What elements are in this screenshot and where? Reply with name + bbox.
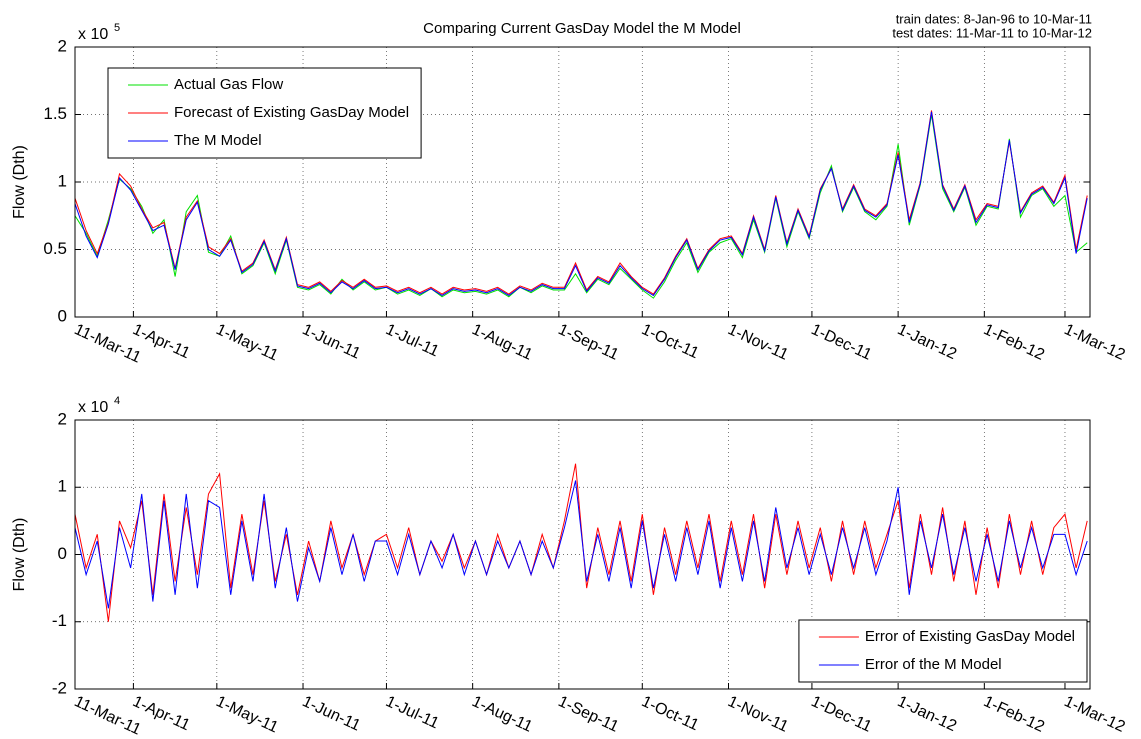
plot-frame <box>74 419 1091 690</box>
annotation: test dates: 11-Mar-11 to 10-Mar-12 <box>892 25 1092 40</box>
legend-label: Forecast of Existing GasDay Model <box>174 104 409 121</box>
y-multiplier-exponent: 4 <box>114 395 120 407</box>
y-tick-label: 1 <box>58 171 67 190</box>
y-multiplier: x 10 <box>78 26 108 43</box>
y-tick-label: 0 <box>58 544 67 563</box>
chart-title: Comparing Current GasDay Model the M Mod… <box>423 20 741 37</box>
series-line <box>74 111 1088 297</box>
y-tick-label: 1 <box>58 477 67 496</box>
legend-label: Actual Gas Flow <box>174 76 283 93</box>
series-line <box>74 480 1088 609</box>
legend-label: Error of Existing GasDay Model <box>865 628 1075 645</box>
y-tick-label: 2 <box>58 36 67 55</box>
legend: Error of Existing GasDay Model Error of t… <box>798 619 1088 683</box>
y-multiplier: x 10 <box>78 399 108 416</box>
series-line <box>74 463 1088 622</box>
y-tick-label: 0.5 <box>43 239 67 258</box>
annotation: train dates: 8-Jan-96 to 10-Mar-11 <box>896 11 1092 26</box>
y-axis-label: Flow (Dth) <box>11 145 28 219</box>
legend: Actual Gas Flow Forecast of Existing GasD… <box>107 67 422 159</box>
y-tick-label: 1.5 <box>43 104 67 123</box>
legend-box <box>798 619 1088 683</box>
y-axis-label: Flow (Dth) <box>11 518 28 592</box>
legend-label: Error of the M Model <box>865 656 1002 673</box>
y-tick-label: 0 <box>58 306 67 325</box>
legend-label: The M Model <box>174 132 262 149</box>
y-tick-label: -2 <box>52 678 67 697</box>
y-tick-label: 2 <box>58 409 67 428</box>
plot-frame <box>74 46 1091 318</box>
y-tick-label: -1 <box>52 611 67 630</box>
y-multiplier-exponent: 5 <box>114 22 120 34</box>
